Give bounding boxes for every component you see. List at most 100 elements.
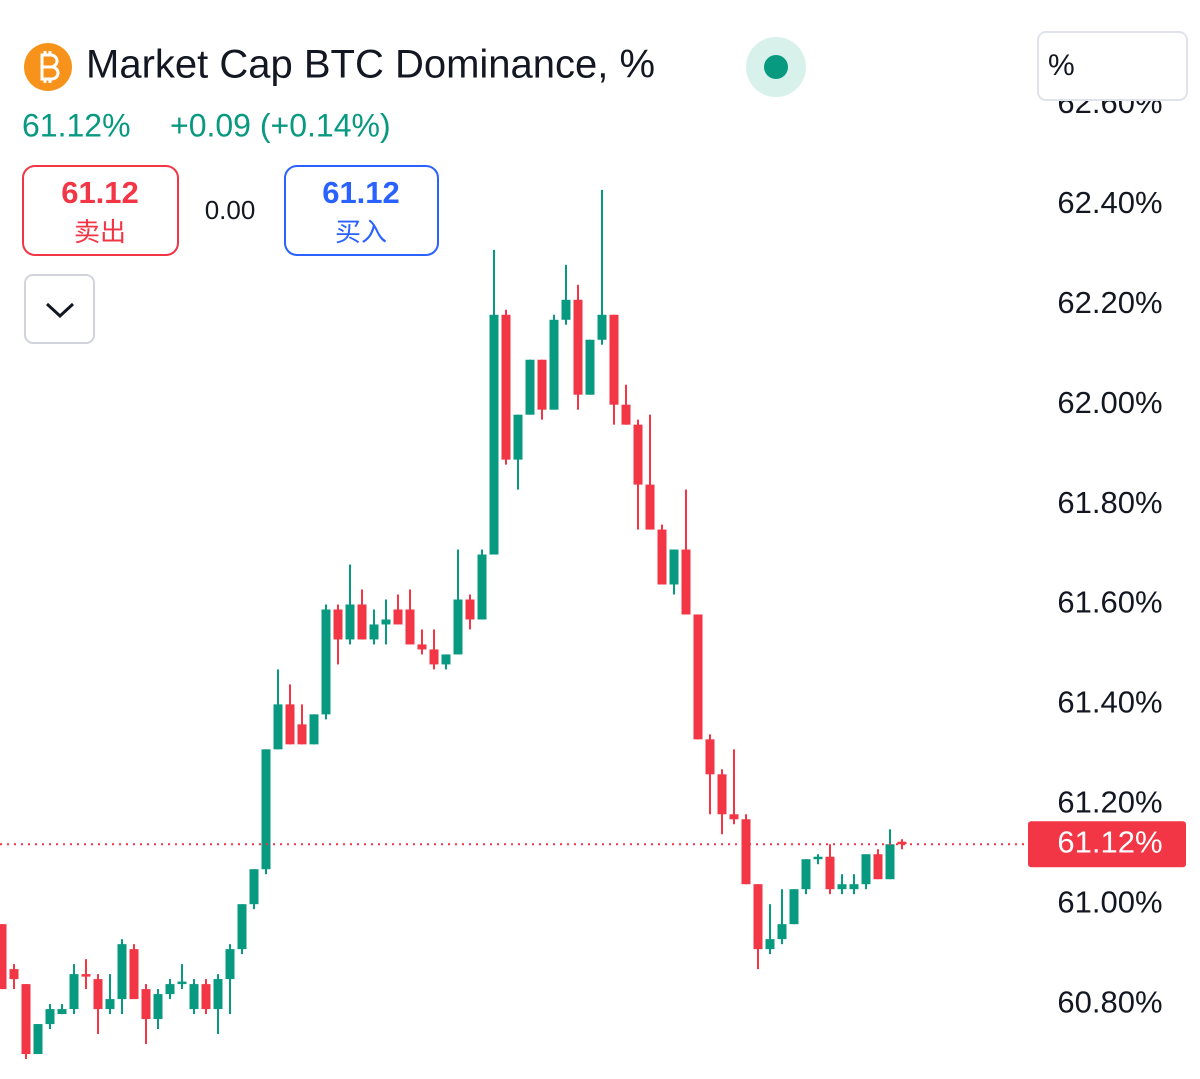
candle-body xyxy=(153,994,163,1020)
candle-body xyxy=(585,339,595,395)
candle-body xyxy=(249,869,259,905)
candle-body xyxy=(429,649,439,665)
candle-body xyxy=(357,604,367,640)
sell-button[interactable] xyxy=(22,165,179,256)
candle-body xyxy=(873,854,883,880)
candle-body xyxy=(861,854,871,885)
candle-body xyxy=(501,314,511,460)
candle-body xyxy=(645,484,655,530)
unit-button[interactable] xyxy=(1037,31,1188,101)
candle-body xyxy=(549,319,559,410)
candle-body xyxy=(261,749,271,870)
candle-body xyxy=(57,1009,67,1015)
buy-price[interactable]: 61.12 xyxy=(322,175,400,210)
candle-body xyxy=(825,856,835,890)
candle-body xyxy=(705,739,715,775)
last-value: 61.12% xyxy=(22,107,131,143)
candle-body xyxy=(225,949,235,980)
candle-body xyxy=(729,814,739,820)
candle-body xyxy=(177,981,187,985)
buy-label[interactable]: 买入 xyxy=(335,217,387,247)
btc-glyph xyxy=(40,51,60,83)
candle-body xyxy=(69,974,79,1010)
candle-body xyxy=(777,924,787,940)
y-tick-label: 61.40% xyxy=(1057,685,1162,720)
candle-body xyxy=(789,889,799,925)
candle-body xyxy=(525,359,535,415)
candle-body xyxy=(837,884,847,890)
y-tick-label: 62.20% xyxy=(1057,285,1162,320)
last-price-tag xyxy=(1028,821,1186,868)
y-tick-label: 62.40% xyxy=(1057,185,1162,220)
candle-body xyxy=(165,984,175,995)
symbol-title: Market Cap BTC Dominance, % xyxy=(86,43,655,87)
candle-body xyxy=(393,609,403,625)
candle-body xyxy=(717,774,727,815)
candle-body xyxy=(117,944,127,1000)
expand-button[interactable] xyxy=(24,274,95,344)
y-tick-label: 61.00% xyxy=(1057,884,1162,919)
candle-body xyxy=(897,841,907,845)
status-dot xyxy=(764,55,788,79)
candle-body xyxy=(561,299,571,320)
candle-body xyxy=(741,819,751,885)
candle-body xyxy=(0,924,7,990)
candle-body xyxy=(441,654,451,665)
candle-body xyxy=(633,424,643,485)
candle-body xyxy=(849,884,859,890)
last-price-label: 61.12% xyxy=(1057,824,1162,859)
y-tick-label: 61.80% xyxy=(1057,485,1162,520)
candle-body xyxy=(621,404,631,425)
candle-body xyxy=(753,884,763,950)
candle-body xyxy=(141,989,151,1020)
candle-body xyxy=(237,904,247,950)
candle-body xyxy=(21,984,31,1055)
candle-body xyxy=(513,414,523,460)
candle-body xyxy=(453,599,463,655)
candle-body xyxy=(45,1009,55,1025)
candle-body xyxy=(537,359,547,410)
candle-body xyxy=(9,969,19,980)
candle-body xyxy=(189,984,199,1010)
candle-body xyxy=(489,314,499,555)
candle-body xyxy=(129,949,139,1000)
sell-price[interactable]: 61.12 xyxy=(61,175,139,210)
candle-body xyxy=(33,1024,43,1055)
candle-body xyxy=(597,314,607,340)
candle-body xyxy=(345,604,355,640)
chevron-icon xyxy=(45,302,75,319)
candle-body xyxy=(93,979,103,1010)
candle-body xyxy=(105,999,115,1010)
candle-body xyxy=(765,939,775,950)
y-tick-label: 60.80% xyxy=(1057,984,1162,1019)
candle-body xyxy=(681,549,691,615)
candle-body xyxy=(333,609,343,640)
candle-body xyxy=(657,529,667,585)
candle-body xyxy=(273,704,283,750)
candle-body xyxy=(309,714,319,745)
candle-body xyxy=(813,856,823,860)
candle-body xyxy=(609,314,619,405)
y-tick-label: 62.00% xyxy=(1057,385,1162,420)
y-tick-label: 61.20% xyxy=(1057,784,1162,819)
candle-body xyxy=(573,299,583,395)
candle-body xyxy=(669,549,679,585)
candle-body xyxy=(885,844,895,880)
candle-body xyxy=(693,614,703,740)
candle-body xyxy=(81,974,91,977)
sell-label[interactable]: 卖出 xyxy=(74,217,126,247)
plot xyxy=(0,189,1028,1060)
candle-body xyxy=(465,599,475,620)
change-value: +0.09 (+0.14%) xyxy=(170,107,391,143)
candle-body xyxy=(417,644,427,650)
candle-body xyxy=(477,554,487,620)
candle-body xyxy=(321,609,331,715)
candle-body xyxy=(213,979,223,1010)
candle-body xyxy=(297,724,307,745)
candle-body xyxy=(369,624,379,640)
unit-button-label[interactable]: % xyxy=(1048,49,1075,82)
price-axis: 60.80% 61.00% 61.20% 61.40% 61.60% 61.80% 62.0… xyxy=(1028,85,1186,1019)
candle-body xyxy=(405,609,415,645)
buy-button[interactable] xyxy=(284,165,439,256)
